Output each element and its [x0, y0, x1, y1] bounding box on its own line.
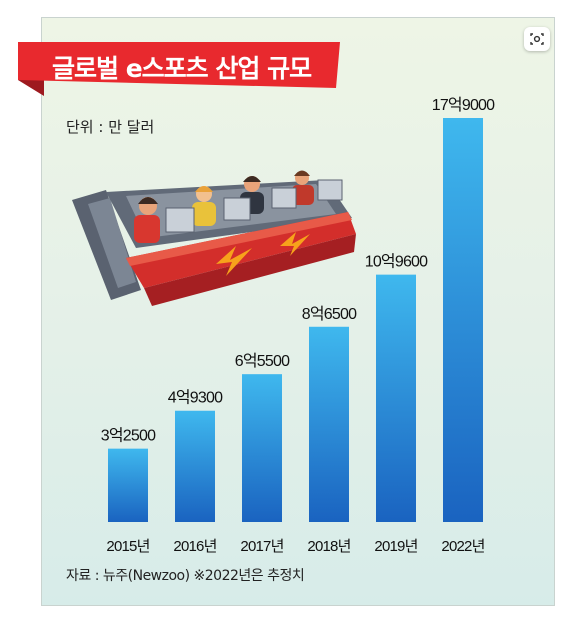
bar-2016년: [175, 410, 215, 522]
category-label: 2017년: [240, 538, 283, 555]
bar-2022년: [443, 118, 483, 522]
bar-2019년: [376, 274, 416, 522]
category-label: 2016년: [173, 538, 216, 555]
value-label: 4억9300: [168, 389, 223, 407]
unit-label: 단위 : 만 달러: [66, 118, 155, 136]
bar-2018년: [309, 326, 349, 522]
value-label: 10억9600: [365, 253, 428, 271]
title-banner: [18, 42, 340, 96]
chart-title: 글로벌 e스포츠 산업 규모: [52, 54, 312, 83]
source-note: 자료 : 뉴주(Newzoo) ※2022년은 추정치: [66, 568, 305, 584]
value-label: 6억5500: [235, 352, 290, 370]
category-label: 2015년: [106, 538, 149, 555]
bar-2015년: [108, 448, 148, 522]
bar-2017년: [242, 374, 282, 522]
value-label: 3억2500: [101, 427, 156, 445]
category-label: 2022년: [441, 538, 484, 555]
category-label: 2018년: [307, 538, 350, 555]
category-label: 2019년: [374, 538, 417, 555]
value-label: 8억6500: [302, 305, 357, 323]
esports-arena-illustration: [72, 170, 356, 306]
value-label: 17억9000: [432, 96, 495, 114]
lens-scan-icon: [530, 33, 544, 45]
image-search-button[interactable]: [524, 27, 550, 51]
